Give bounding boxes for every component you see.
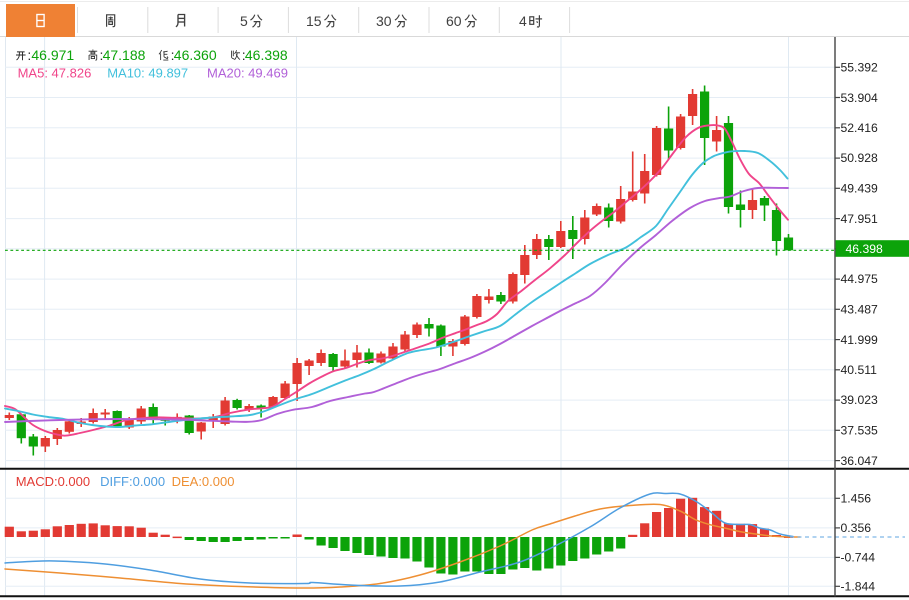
svg-text:41.999: 41.999 <box>841 333 878 347</box>
svg-text:39.023: 39.023 <box>841 393 878 407</box>
svg-text:53.904: 53.904 <box>841 91 878 105</box>
svg-text::: : <box>171 47 175 63</box>
svg-text:47.188: 47.188 <box>103 47 146 63</box>
svg-text:46.398: 46.398 <box>245 47 288 63</box>
svg-text:MA10: 49.897: MA10: 49.897 <box>107 66 188 81</box>
svg-text:0.356: 0.356 <box>841 521 872 535</box>
svg-text:DEA:0.000: DEA:0.000 <box>172 474 235 489</box>
svg-text:-1.844: -1.844 <box>841 580 876 594</box>
svg-text:55.392: 55.392 <box>841 61 878 75</box>
svg-text::: : <box>242 47 246 63</box>
svg-text:60: 60 <box>446 13 462 29</box>
svg-text:DIFF:0.000: DIFF:0.000 <box>100 474 165 489</box>
svg-text:37.535: 37.535 <box>841 424 878 438</box>
svg-text:36.047: 36.047 <box>841 454 878 468</box>
svg-text:50.928: 50.928 <box>841 151 878 165</box>
svg-text:44.975: 44.975 <box>841 272 878 286</box>
svg-text:46.971: 46.971 <box>31 47 74 63</box>
svg-text:5: 5 <box>240 13 248 29</box>
svg-text:-0.744: -0.744 <box>841 551 876 565</box>
svg-text:40.511: 40.511 <box>841 363 878 377</box>
svg-text:30: 30 <box>376 13 392 29</box>
svg-text:MA20: 49.469: MA20: 49.469 <box>207 66 288 81</box>
svg-text:1.456: 1.456 <box>841 492 872 506</box>
svg-text:46.360: 46.360 <box>174 47 217 63</box>
svg-text:43.487: 43.487 <box>841 303 878 317</box>
svg-text:52.416: 52.416 <box>841 121 878 135</box>
svg-text:MACD:0.000: MACD:0.000 <box>16 474 90 489</box>
svg-text:4: 4 <box>519 13 527 29</box>
svg-text:49.439: 49.439 <box>841 182 878 196</box>
svg-text:47.951: 47.951 <box>841 212 878 226</box>
svg-text:15: 15 <box>306 13 322 29</box>
svg-text:MA5: 47.826: MA5: 47.826 <box>18 66 92 81</box>
svg-text::: : <box>27 47 31 63</box>
svg-text::: : <box>100 47 104 63</box>
svg-text:46.398: 46.398 <box>846 242 883 256</box>
